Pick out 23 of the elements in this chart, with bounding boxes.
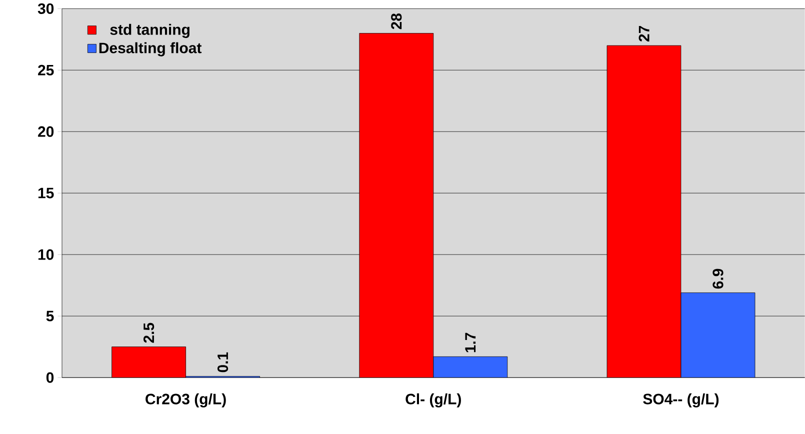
y-tick-label: 15 bbox=[38, 188, 54, 199]
bar bbox=[680, 292, 756, 378]
data-label: 27 bbox=[638, 26, 650, 42]
bar bbox=[606, 46, 682, 378]
x-tick-label: Cl- (g/L) bbox=[406, 394, 461, 408]
x-tick-label: SO4-- (g/L) bbox=[643, 394, 719, 408]
bar bbox=[112, 346, 186, 378]
y-tick-label: 0 bbox=[46, 372, 54, 384]
y-tick-label: 25 bbox=[38, 65, 54, 76]
legend-label: Desalting float bbox=[99, 42, 202, 57]
data-label: 6.9 bbox=[712, 269, 724, 289]
legend-label: std tanning bbox=[110, 24, 190, 38]
y-tick-label: 30 bbox=[38, 4, 54, 14]
y-tick-label: 5 bbox=[46, 311, 54, 322]
y-tick-label: 20 bbox=[38, 126, 54, 138]
data-label: 28 bbox=[391, 14, 402, 30]
data-label: 1.7 bbox=[465, 333, 476, 352]
bar bbox=[433, 356, 508, 378]
data-label: 2.5 bbox=[143, 323, 154, 343]
x-tick-label: Cr2O3 (g/L) bbox=[146, 394, 226, 408]
y-tick-label: 10 bbox=[38, 250, 54, 260]
data-label: 0.1 bbox=[217, 352, 228, 372]
bar bbox=[359, 33, 434, 378]
